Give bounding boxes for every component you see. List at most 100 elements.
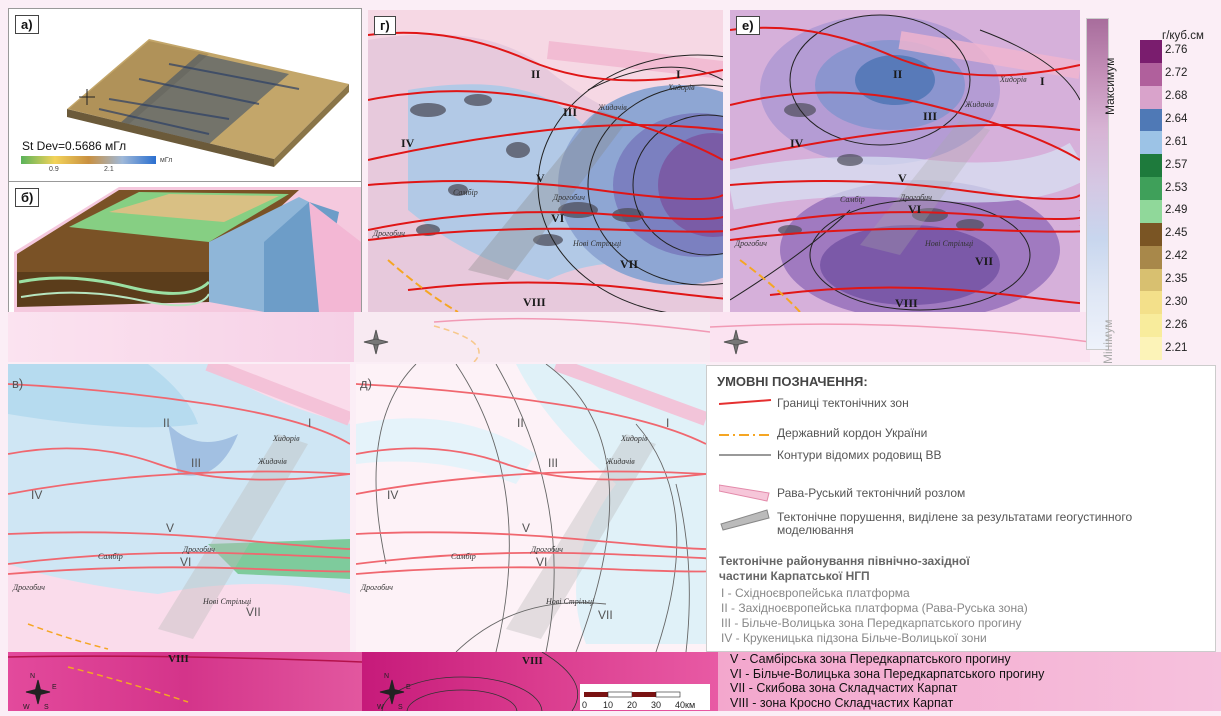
- legend-title: УМОВНІ ПОЗНАЧЕННЯ:: [717, 374, 868, 389]
- zone-V-v: V: [166, 521, 174, 535]
- zone-VIII-d: VIII: [522, 655, 543, 667]
- zone-II-e: II: [893, 67, 903, 81]
- faded-strip-left: [8, 312, 360, 362]
- zones-list-bold: V - Самбірська зона Передкарпатського пр…: [730, 652, 1044, 710]
- zone-VIII-e: VIII: [895, 296, 918, 310]
- scale-tick-0: 0: [582, 700, 587, 710]
- zone-IV-e: IV: [790, 136, 804, 150]
- scale-tick-10: 10: [603, 700, 613, 710]
- town-khodoriv-e: Хидорів: [999, 75, 1027, 84]
- map-v: II I III IV V VI VII Хидорів Жидачів Сам…: [8, 364, 350, 650]
- panel-d: II I III IV V VI VII Хидорів Жидачів Сам…: [356, 364, 706, 652]
- legend-zone-IV: IV - Крукеницька підзона Більче-Волицько…: [721, 631, 987, 645]
- density-value-label: 2.26: [1165, 318, 1188, 331]
- town-sambir-v: Самбір: [98, 552, 123, 561]
- density-value-label: 2.68: [1165, 90, 1188, 103]
- legend-border-line: [719, 434, 771, 436]
- zone-VI-g: VI: [551, 211, 565, 225]
- town-zhydachiv-g: Жидачів: [597, 103, 627, 112]
- zone-VIII-v: VIII: [168, 653, 189, 665]
- zone-III-d: III: [548, 456, 558, 470]
- town-novi-striltsi-g: Нові Стрільці: [572, 239, 621, 248]
- zone-list-VIII: VIII - зона Кросно Складчастих Карпат: [730, 695, 954, 710]
- density-swatch: [1140, 245, 1162, 269]
- compass-w-v: W: [23, 704, 30, 711]
- density-value-label: 2.76: [1165, 44, 1188, 57]
- scale-tick-30: 30: [651, 700, 661, 710]
- panel-v-label: в): [12, 376, 24, 391]
- zone-III-e: III: [923, 109, 937, 123]
- density-value-label: 2.35: [1165, 273, 1188, 285]
- zone-VIII-g: VIII: [523, 295, 546, 309]
- bottom-strip-v: N E W S VIII: [7, 652, 363, 711]
- surface-3d: [67, 39, 349, 167]
- panel-v: II I III IV V VI VII Хидорів Жидачів Сам…: [8, 364, 350, 652]
- zone-VII-d: VII: [598, 608, 613, 622]
- zone-I-e: I: [1040, 74, 1045, 88]
- density-value-label: 2.57: [1165, 158, 1188, 171]
- legend-item-rava-fault: Рава-Руський тектонічний розлом: [777, 486, 966, 500]
- density-swatch: [1140, 268, 1162, 292]
- panel-g-label: г): [374, 16, 396, 35]
- scale-tick-40: 40км: [675, 700, 695, 710]
- density-value-label: 2.49: [1165, 204, 1188, 217]
- density-value-label: 2.53: [1165, 181, 1188, 194]
- zone-I-v: I: [308, 416, 311, 430]
- density-swatch: [1140, 314, 1162, 338]
- legend-item-state-border: Державний кордон України: [777, 426, 928, 440]
- density-value-label: 2.61: [1165, 135, 1188, 148]
- town-sambir-d: Самбір: [451, 552, 476, 561]
- town-khodoriv-g: Хидорів: [667, 83, 695, 92]
- panel-g: II I III IV V VI VII VIII Хидорів Жидачі…: [368, 10, 723, 312]
- map-g: II I III IV V VI VII VIII Хидорів Жидачі…: [368, 31, 723, 312]
- zone-VII-g: VII: [620, 257, 638, 271]
- town-drohobych-g: Дрогобич: [552, 193, 585, 202]
- zone-VII-v: VII: [246, 605, 261, 619]
- compass-e-d: E: [406, 684, 411, 691]
- zone-IV-g: IV: [401, 136, 415, 150]
- town-drohobych-e: Дрогобич: [899, 193, 932, 202]
- bottom-strip-d: N E W S VIII 0 10 20 30 40км: [362, 651, 718, 716]
- town-drohobych-v: Дрогобич: [182, 545, 215, 554]
- town-novi-striltsi-d: Нові Стрільці: [545, 597, 594, 606]
- stdev-text: St Dev=0.5686 мГл: [22, 139, 127, 153]
- density-swatch: [1140, 337, 1162, 360]
- zone-IV-v: IV: [31, 488, 42, 502]
- relative-colorbar: [1086, 18, 1109, 350]
- town-novi-striltsi-v: Нові Стрільці: [202, 597, 251, 606]
- faded-strip-right: [709, 312, 1091, 362]
- legend-disturbance: [720, 509, 770, 531]
- panel-a-label: а): [15, 15, 39, 34]
- density-value-label: 2.30: [1165, 295, 1188, 308]
- legend-zone-II: II - Західноєвропейська платформа (Рава-…: [721, 601, 1028, 615]
- compass-s-v: S: [44, 704, 49, 711]
- zone-V-e: V: [898, 171, 907, 185]
- town-drohobych2-g: Дрогобич: [372, 229, 405, 238]
- legend-rava-fault: [719, 484, 770, 502]
- legend-section-title-1: Тектонічне районування північно-західної: [719, 554, 970, 568]
- panel-b: б): [8, 181, 362, 313]
- legend-item-deposits: Контури відомих родовищ ВВ: [777, 448, 942, 462]
- density-value-label: 2.21: [1165, 341, 1188, 354]
- compass-n-d: N: [384, 673, 389, 680]
- zone-III-v: III: [191, 456, 201, 470]
- stdev-colorbar: [21, 156, 156, 164]
- zone-VI-v: VI: [180, 555, 191, 569]
- zone-list-VII: VII - Скибова зона Складчастих Карпат: [730, 681, 958, 695]
- zone-list-VI: VI - Більче-Волицька зона Передкарпатськ…: [730, 666, 1045, 681]
- legend: УМОВНІ ПОЗНАЧЕННЯ: Границі тектонічних з…: [706, 365, 1216, 652]
- town-sambir-g: Самбір: [453, 188, 478, 197]
- town-zhydachiv-e: Жидачів: [964, 100, 994, 109]
- density-swatch: [1140, 200, 1162, 223]
- map-e: II I III IV V VI VII VIII Хидорів Жидачі…: [730, 10, 1080, 312]
- density-swatch: [1140, 131, 1162, 155]
- zone-IV-d: IV: [387, 488, 398, 502]
- zone-list-V: V - Самбірська зона Передкарпатського пр…: [730, 652, 1011, 666]
- density-swatch: [1140, 154, 1162, 178]
- density-swatch: [1140, 222, 1162, 246]
- density-swatch: [1140, 85, 1162, 109]
- compass-e-v: E: [52, 684, 57, 691]
- legend-zone-I: I - Східноєвропейська платформа: [721, 586, 910, 600]
- density-swatch: [1140, 40, 1162, 63]
- density-swatch: [1140, 177, 1162, 200]
